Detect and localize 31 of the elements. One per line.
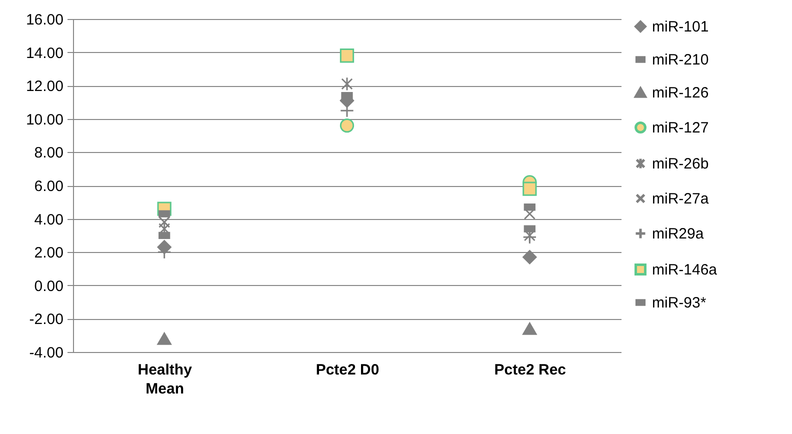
point xyxy=(158,216,170,228)
legend-label: miR-127 xyxy=(652,120,709,136)
y-tick-label: -4.00 xyxy=(29,344,64,362)
y-tick-label: 16.00 xyxy=(26,12,64,28)
x-tick-label: Pcte2 Rec xyxy=(494,362,566,378)
legend-label: miR-93* xyxy=(652,294,706,312)
point xyxy=(522,322,537,335)
y-tick-label: 2.00 xyxy=(34,244,64,262)
legend-label: miR-101 xyxy=(652,18,709,36)
legend-label: miR-210 xyxy=(652,52,709,68)
legend-label: miR-146a xyxy=(652,262,718,278)
point xyxy=(340,118,354,133)
y-tick-label: 6.00 xyxy=(34,178,64,195)
y-tick-label: 12.00 xyxy=(26,78,64,96)
y-tick-label: 10.00 xyxy=(26,111,64,128)
legend-label: miR-27a xyxy=(652,190,710,208)
x-tick-label: Pcte2 D0 xyxy=(316,362,380,378)
legend-label: miR-126 xyxy=(652,84,709,102)
y-tick-label: 8.00 xyxy=(34,144,64,162)
point xyxy=(522,250,537,264)
legend-label: miR29a xyxy=(652,226,704,242)
y-tick-label: 14.00 xyxy=(26,44,64,62)
point xyxy=(157,332,172,345)
point xyxy=(341,76,353,92)
x-tick-label: Healthy Mean xyxy=(138,362,193,398)
y-tick-label: 4.00 xyxy=(34,211,64,228)
point xyxy=(522,182,537,196)
point xyxy=(340,48,354,63)
y-tick-label: -2.00 xyxy=(29,311,64,328)
legend-label: miR-26b xyxy=(652,156,709,172)
y-tick-label: 0.00 xyxy=(34,278,64,295)
